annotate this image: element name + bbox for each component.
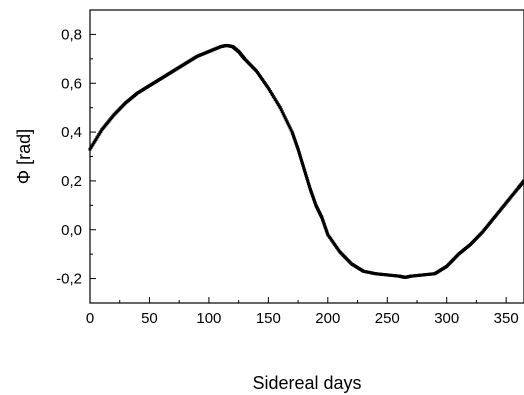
data-point — [89, 146, 93, 150]
data-point — [298, 154, 302, 158]
plot-frame — [89, 9, 524, 304]
data-point — [272, 96, 276, 100]
data-point — [271, 94, 275, 98]
data-point — [306, 180, 310, 184]
data-point — [298, 152, 302, 156]
data-point — [97, 133, 101, 137]
data-point — [267, 88, 271, 92]
data-point — [94, 137, 98, 141]
y-axis-ticks: -0,2 0,0 0,2 0,4 0,6 0,8 — [56, 9, 96, 304]
y-axis-label: Φ [rad] — [14, 129, 34, 184]
data-point — [302, 165, 306, 169]
data-point — [95, 136, 99, 140]
data-point — [300, 159, 304, 163]
data-point — [283, 116, 287, 120]
data-points — [88, 43, 524, 279]
x-axis-ticks: 0 50 100 150 200 250 300 350 — [86, 297, 519, 327]
data-point — [303, 170, 307, 174]
data-point — [301, 162, 305, 166]
data-point — [289, 128, 293, 132]
y-tick-label: 0,8 — [61, 26, 82, 43]
data-point — [96, 134, 100, 138]
data-point — [287, 124, 291, 128]
data-point — [279, 108, 283, 112]
x-tick-label: 50 — [141, 310, 158, 327]
data-point — [277, 104, 281, 108]
data-point — [296, 147, 300, 151]
data-point — [286, 122, 290, 126]
data-point — [284, 118, 288, 122]
data-point — [304, 173, 308, 177]
y-tick-label: 0,4 — [61, 124, 82, 141]
data-point — [275, 101, 279, 105]
y-tick-label: 0,0 — [61, 222, 82, 239]
y-tick-label: 0,2 — [61, 173, 82, 190]
data-point — [282, 114, 286, 118]
data-point — [307, 183, 311, 187]
data-point — [270, 93, 274, 97]
data-point — [522, 179, 524, 183]
x-tick-label: 250 — [375, 310, 400, 327]
x-tick-label: 300 — [434, 310, 459, 327]
data-point — [304, 172, 308, 176]
data-point — [305, 175, 309, 179]
data-point — [90, 144, 94, 148]
data-point — [301, 163, 305, 167]
data-point — [280, 110, 284, 114]
data-point — [288, 126, 292, 130]
data-point — [269, 91, 273, 95]
data-point — [297, 149, 301, 153]
data-point — [306, 181, 310, 185]
data-point — [303, 168, 307, 172]
data-point — [92, 141, 96, 145]
x-tick-label: 150 — [256, 310, 281, 327]
data-point — [276, 102, 280, 106]
data-point — [297, 150, 301, 154]
data-point — [299, 157, 303, 161]
data-point — [93, 139, 97, 143]
data-point — [305, 178, 309, 182]
data-point — [278, 106, 282, 110]
data-point — [281, 112, 285, 116]
x-tick-label: 0 — [86, 310, 94, 327]
x-tick-label: 200 — [315, 310, 340, 327]
x-axis-label: Sidereal days — [252, 373, 361, 393]
x-tick-label: 100 — [196, 310, 221, 327]
data-point — [268, 89, 272, 93]
data-point — [274, 99, 278, 103]
data-point — [307, 185, 311, 189]
data-point — [299, 155, 303, 159]
data-point — [99, 129, 103, 133]
x-tick-label: 350 — [494, 310, 519, 327]
data-point — [300, 160, 304, 164]
data-point — [91, 142, 95, 146]
data-point — [302, 167, 306, 171]
data-point — [305, 176, 309, 180]
data-point — [98, 131, 102, 135]
data-point — [285, 120, 289, 124]
y-tick-label: 0,6 — [61, 75, 82, 92]
y-tick-label: -0,2 — [56, 271, 82, 288]
data-point — [273, 98, 277, 102]
data-point — [266, 86, 270, 90]
